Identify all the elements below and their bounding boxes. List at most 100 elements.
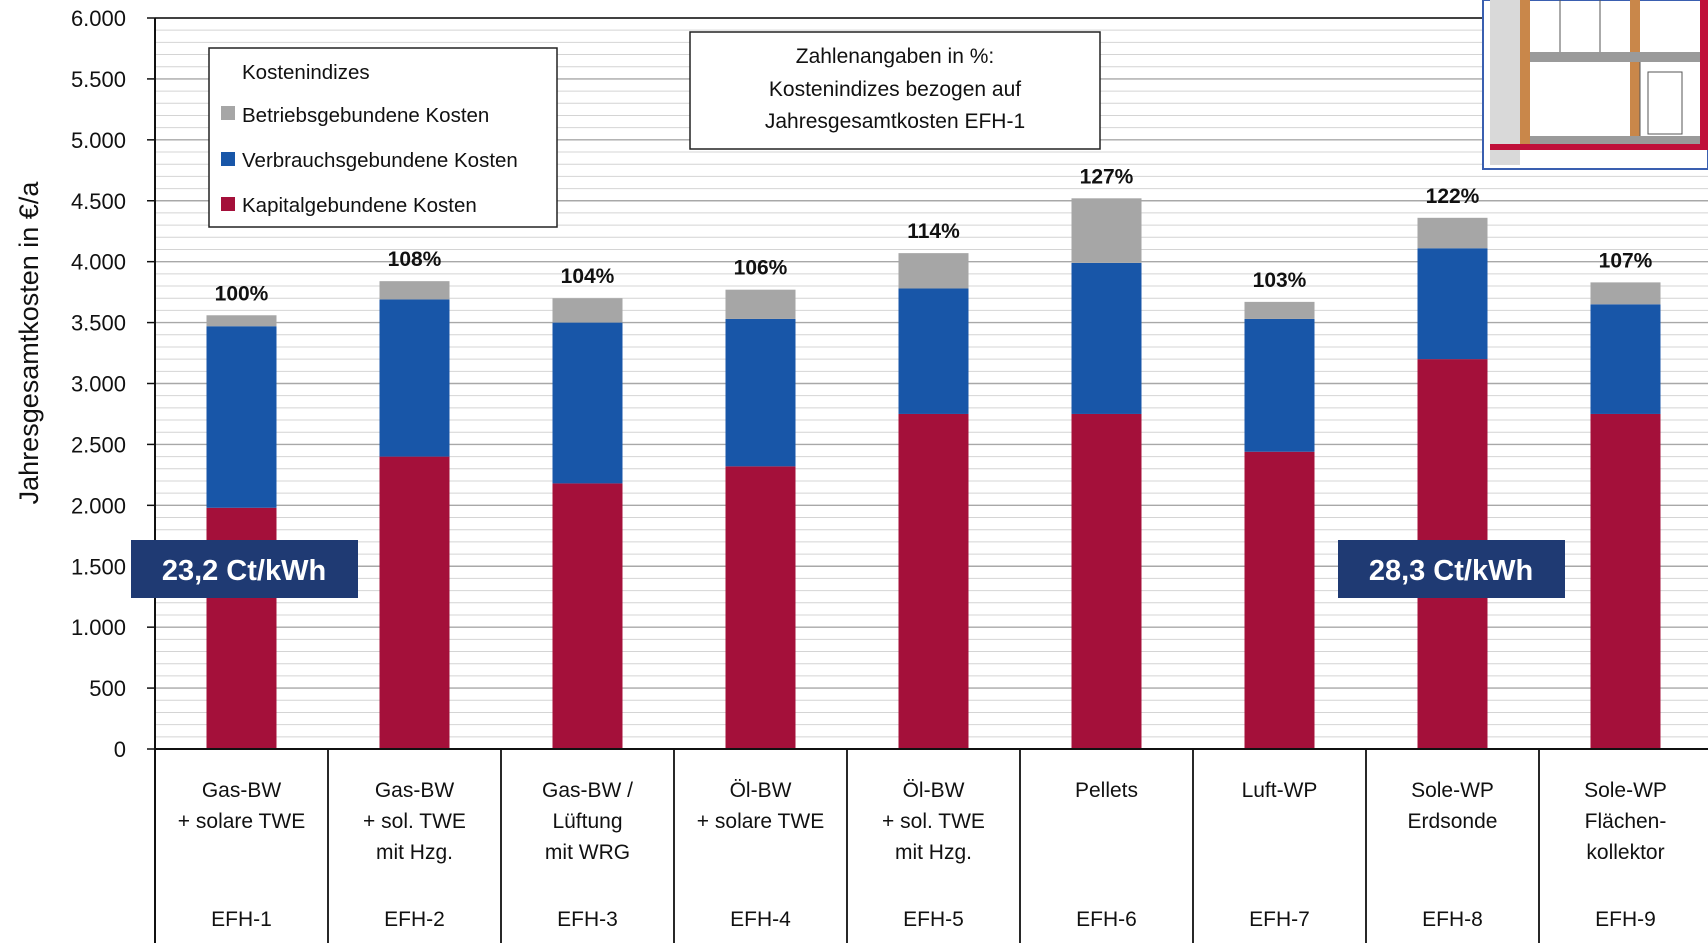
category-label: Gas-BW [375, 779, 455, 802]
annotation-line-2: Kostenindizes bezogen auf [769, 78, 1021, 101]
badge-box-efh8 [1338, 540, 1565, 598]
y-tick-label: 4.000 [71, 250, 126, 275]
y-tick-label: 5.500 [71, 67, 126, 92]
y-tick-label: 2.000 [71, 493, 126, 518]
category-label: Sole-WP [1584, 779, 1667, 802]
annotation-box: Zahlenangaben in %: Kostenindizes bezoge… [689, 31, 1101, 150]
percent-label: 103% [1253, 269, 1307, 292]
bar-segment-efh-4-2 [725, 289, 796, 319]
bar-segment-efh-3-0 [552, 483, 623, 749]
bar-segment-efh-4-0 [725, 466, 796, 749]
category-code: EFH-1 [211, 908, 272, 931]
category-label: Gas-BW [202, 779, 282, 802]
legend-entry-kapital: Kapitalgebundene Kosten [242, 194, 477, 217]
bar-segment-efh-1-1 [206, 326, 277, 508]
y-tick-label: 2.500 [71, 432, 126, 457]
legend-entry-betrieb: Betriebsgebundene Kosten [242, 104, 489, 127]
category-label: Öl-BW [730, 779, 792, 802]
category-code: EFH-7 [1249, 908, 1310, 931]
category-label: mit Hzg. [376, 841, 453, 864]
y-tick-label: 500 [89, 676, 126, 701]
category-code: EFH-6 [1076, 908, 1137, 931]
category-label: + solare TWE [697, 810, 824, 833]
category-label: Gas-BW / [542, 779, 633, 802]
percent-label: 104% [561, 265, 615, 288]
legend-swatch-verbrauch [221, 152, 235, 166]
category-code: EFH-3 [557, 908, 618, 931]
percent-labels: 100% 108% 104% 106% 114% 127% 103% 122% 107% [215, 165, 1653, 305]
bar-segment-efh-5-0 [898, 413, 969, 749]
y-tick-label: 1.500 [71, 554, 126, 579]
bar-segment-efh-5-2 [898, 253, 969, 289]
bar-segment-efh-3-2 [552, 298, 623, 323]
category-code: EFH-2 [384, 908, 445, 931]
y-tick-label: 1.000 [71, 615, 126, 640]
percent-label: 100% [215, 282, 269, 305]
category-label: + sol. TWE [882, 810, 985, 833]
axes [147, 17, 1708, 943]
bar-segment-efh-8-2 [1417, 217, 1488, 249]
category-label: Lüftung [552, 810, 622, 833]
category-code: EFH-8 [1422, 908, 1483, 931]
y-tick-label: 4.500 [71, 189, 126, 214]
bar-segment-efh-6-1 [1071, 262, 1142, 414]
legend-swatch-betrieb [221, 106, 235, 120]
bar-segment-efh-9-2 [1590, 282, 1661, 305]
badge-box-efh1 [131, 540, 358, 598]
bar-segment-efh-8-1 [1417, 248, 1488, 360]
category-label: mit Hzg. [895, 841, 972, 864]
category-label: Luft-WP [1242, 779, 1318, 802]
y-tick-label: 5.000 [71, 128, 126, 153]
annotation-frame [689, 31, 1101, 150]
category-label: mit WRG [545, 841, 630, 864]
percent-label: 108% [388, 248, 442, 271]
legend-title: Kostenindizes [242, 61, 370, 84]
bar-segment-efh-2-2 [379, 281, 450, 300]
building-illustration [1482, 0, 1708, 170]
category-label: kollektor [1586, 841, 1664, 864]
bar-segment-efh-7-1 [1244, 318, 1315, 452]
percent-label: 127% [1080, 165, 1134, 188]
bar-segment-efh-7-0 [1244, 451, 1315, 749]
category-label: + sol. TWE [363, 810, 466, 833]
bar-segment-efh-5-1 [898, 288, 969, 414]
bar-segment-efh-7-2 [1244, 301, 1315, 319]
bar-segment-efh-2-0 [379, 456, 450, 749]
annotation-line-3: Jahresgesamtkosten EFH-1 [765, 110, 1025, 133]
bar-segment-efh-2-1 [379, 299, 450, 457]
percent-label: 114% [907, 220, 960, 243]
badge-label-efh8: 28,3 Ct/kWh [1369, 555, 1533, 587]
legend-frame [208, 47, 558, 228]
legend: Kostenindizes Betriebsgebundene Kosten V… [208, 47, 558, 228]
category-label: + solare TWE [178, 810, 305, 833]
badge-label-efh1: 23,2 Ct/kWh [162, 555, 326, 587]
bar-segment-efh-6-0 [1071, 413, 1142, 749]
y-tick-labels: 0 500 1.000 1.500 2.000 2.500 3.000 3.500 4.000 4… [71, 6, 126, 762]
category-label: Öl-BW [903, 779, 965, 802]
percent-label: 106% [734, 257, 788, 280]
bar-segment-efh-4-1 [725, 318, 796, 467]
percent-label: 107% [1599, 249, 1653, 272]
category-table: Gas-BW + solare TWE EFH-1 Gas-BW + sol. TWE m… [178, 749, 1667, 943]
category-label: Flächen- [1585, 810, 1667, 833]
y-tick-label: 0 [114, 737, 126, 762]
legend-entry-verbrauch: Verbrauchsgebundene Kosten [242, 149, 518, 172]
bar-segment-efh-3-1 [552, 322, 623, 484]
category-code: EFH-9 [1595, 908, 1656, 931]
category-label: Sole-WP [1411, 779, 1494, 802]
bar-segment-efh-6-2 [1071, 198, 1142, 263]
category-label: Erdsonde [1408, 810, 1498, 833]
y-axis-label: Jahresgesamtkosten in €/a [14, 181, 44, 505]
y-tick-label: 3.000 [71, 372, 126, 397]
bars [206, 198, 1661, 749]
bar-segment-efh-1-2 [206, 315, 277, 327]
bar-segment-efh-9-0 [1590, 413, 1661, 749]
y-tick-label: 6.000 [71, 6, 126, 31]
badges: 23,2 Ct/kWh 28,3 Ct/kWh [131, 540, 1565, 598]
legend-swatch-kapital [221, 197, 235, 211]
annotation-line-1: Zahlenangaben in %: [796, 45, 995, 68]
category-label: Pellets [1075, 779, 1138, 802]
category-code: EFH-5 [903, 908, 964, 931]
